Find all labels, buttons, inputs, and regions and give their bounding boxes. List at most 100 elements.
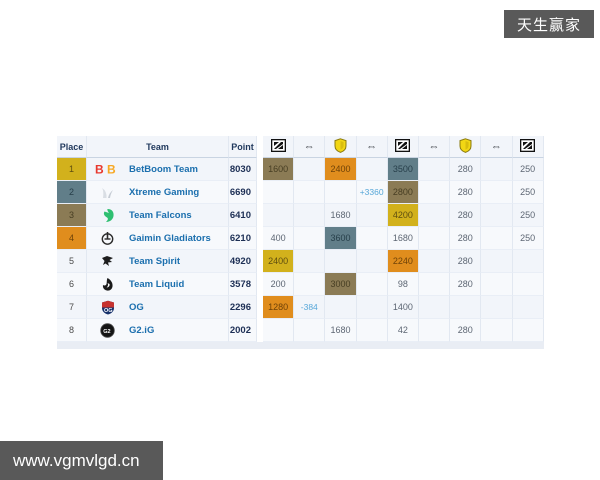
swap-cell bbox=[481, 296, 513, 319]
point-cell: 6410 bbox=[229, 204, 257, 227]
swap-cell bbox=[356, 250, 388, 273]
column-gap bbox=[257, 227, 263, 250]
swap-cell bbox=[356, 273, 388, 296]
team-name-link[interactable]: Team Spirit bbox=[129, 255, 181, 267]
header-swap-column: ⇔ bbox=[481, 136, 513, 158]
bracket-tournament-icon bbox=[519, 138, 536, 154]
team-name-link[interactable]: Xtreme Gaming bbox=[129, 186, 200, 198]
team-name-link[interactable]: OG bbox=[129, 301, 144, 313]
swap-cell bbox=[481, 250, 513, 273]
result-cell bbox=[512, 296, 544, 319]
table-footer-strip bbox=[57, 342, 544, 349]
header-tournament-column[interactable] bbox=[512, 136, 544, 158]
place-cell: 5 bbox=[57, 250, 87, 273]
place-cell: 8 bbox=[57, 319, 87, 342]
swap-cell bbox=[418, 296, 451, 319]
result-cell: 42 bbox=[387, 319, 419, 342]
team-name-link[interactable]: Team Falcons bbox=[129, 209, 192, 221]
swap-cell bbox=[294, 158, 326, 181]
table-row: 6 Team Liquid 3578 200 3000 98 280 bbox=[57, 273, 544, 296]
bracket-tournament-icon bbox=[270, 138, 286, 154]
swap-cell bbox=[294, 181, 326, 204]
svg-text:B: B bbox=[107, 163, 116, 175]
team-cell: OG OG bbox=[87, 296, 229, 319]
result-cell: 280 bbox=[450, 204, 482, 227]
team-name-link[interactable]: Gaimin Gladiators bbox=[129, 232, 211, 244]
table-header-row: Place Team Point ⇔ ⇔ ⇔ ⇔ bbox=[57, 136, 544, 158]
svg-text:OG: OG bbox=[104, 308, 113, 314]
result-cell bbox=[325, 250, 357, 273]
header-tournament-column[interactable] bbox=[325, 136, 357, 158]
swap-arrow-icon: ⇔ bbox=[428, 140, 440, 153]
watermark-badge-top: 天生赢家 bbox=[504, 10, 594, 38]
header-tournament-column[interactable] bbox=[450, 136, 482, 158]
swap-cell: +3360 bbox=[356, 181, 388, 204]
swap-cell bbox=[418, 273, 451, 296]
table-row: 1 B B BetBoom Team 8030 1600 2400 3500 280 250 bbox=[57, 158, 544, 181]
swap-cell bbox=[356, 296, 388, 319]
table-row: 3 Team Falcons 6410 1680 4200 280 250 bbox=[57, 204, 544, 227]
swap-cell: -384 bbox=[294, 296, 326, 319]
swap-cell bbox=[294, 273, 326, 296]
team-name-link[interactable]: G2.iG bbox=[129, 324, 155, 336]
column-gap bbox=[257, 296, 263, 319]
result-cell: 1680 bbox=[387, 227, 419, 250]
place-cell: 1 bbox=[57, 158, 87, 181]
header-tournament-column[interactable] bbox=[387, 136, 419, 158]
swap-cell bbox=[356, 158, 388, 181]
swap-cell bbox=[356, 227, 388, 250]
result-cell bbox=[263, 204, 295, 227]
place-cell: 2 bbox=[57, 181, 87, 204]
swap-cell bbox=[294, 319, 326, 342]
swap-cell bbox=[294, 250, 326, 273]
result-cell: 280 bbox=[450, 319, 482, 342]
result-cell: 250 bbox=[512, 204, 544, 227]
result-cell: 400 bbox=[263, 227, 295, 250]
result-cell: 2400 bbox=[325, 158, 357, 181]
swap-cell bbox=[418, 181, 451, 204]
team-cell: G2 G2.iG bbox=[87, 319, 229, 342]
result-cell: 3000 bbox=[325, 273, 357, 296]
team-cell: B B BetBoom Team bbox=[87, 158, 229, 181]
point-cell: 8030 bbox=[229, 158, 257, 181]
result-cell bbox=[325, 296, 357, 319]
swap-cell bbox=[418, 158, 451, 181]
result-cell: 280 bbox=[450, 250, 482, 273]
watermark-badge-bottom: www.vgmvlgd.cn bbox=[0, 441, 163, 480]
column-gap bbox=[257, 319, 263, 342]
result-cell: 2400 bbox=[263, 250, 295, 273]
point-cell: 4920 bbox=[229, 250, 257, 273]
table-body: 1 B B BetBoom Team 8030 1600 2400 3500 280 250 2 Xt… bbox=[57, 158, 544, 342]
result-cell bbox=[263, 181, 295, 204]
result-cell: 1280 bbox=[263, 296, 295, 319]
team-cell: Gaimin Gladiators bbox=[87, 227, 229, 250]
swap-cell bbox=[481, 204, 513, 227]
swap-cell bbox=[481, 158, 513, 181]
result-cell bbox=[512, 273, 544, 296]
header-team: Team bbox=[87, 136, 229, 158]
column-gap bbox=[257, 158, 263, 181]
header-place: Place bbox=[57, 136, 87, 158]
result-cell: 4200 bbox=[387, 204, 419, 227]
result-cell: 98 bbox=[387, 273, 419, 296]
result-cell: 3500 bbox=[387, 158, 419, 181]
shield-tournament-icon bbox=[459, 138, 472, 155]
point-cell: 2296 bbox=[229, 296, 257, 319]
swap-cell bbox=[418, 227, 451, 250]
svg-text:B: B bbox=[95, 163, 104, 175]
column-gap bbox=[257, 181, 263, 204]
place-cell: 7 bbox=[57, 296, 87, 319]
team-cell: Team Falcons bbox=[87, 204, 229, 227]
place-cell: 6 bbox=[57, 273, 87, 296]
result-cell: 1400 bbox=[387, 296, 419, 319]
swap-cell bbox=[356, 319, 388, 342]
result-cell bbox=[512, 250, 544, 273]
team-name-link[interactable]: BetBoom Team bbox=[129, 163, 198, 175]
result-cell: 3600 bbox=[325, 227, 357, 250]
swap-cell bbox=[294, 204, 326, 227]
team-name-link[interactable]: Team Liquid bbox=[129, 278, 185, 290]
header-tournament-column[interactable] bbox=[263, 136, 295, 158]
swap-arrow-icon: ⇔ bbox=[366, 140, 378, 153]
team-logo-xtreme-icon bbox=[94, 185, 121, 200]
